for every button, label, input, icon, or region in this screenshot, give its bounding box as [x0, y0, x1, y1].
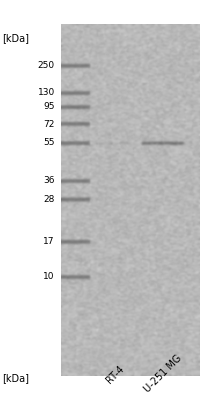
Text: 95: 95	[43, 102, 55, 111]
Text: 250: 250	[38, 61, 55, 70]
Text: [kDa]: [kDa]	[2, 373, 29, 383]
Text: 130: 130	[37, 88, 55, 97]
Text: [kDa]: [kDa]	[2, 33, 29, 43]
Text: U-251 MG: U-251 MG	[142, 354, 183, 395]
Text: 17: 17	[43, 237, 55, 246]
Text: 55: 55	[43, 138, 55, 148]
Text: 72: 72	[43, 120, 55, 129]
Text: RT-4: RT-4	[104, 363, 125, 385]
Text: 10: 10	[43, 272, 55, 281]
Text: 28: 28	[43, 195, 55, 204]
Text: 36: 36	[43, 176, 55, 185]
